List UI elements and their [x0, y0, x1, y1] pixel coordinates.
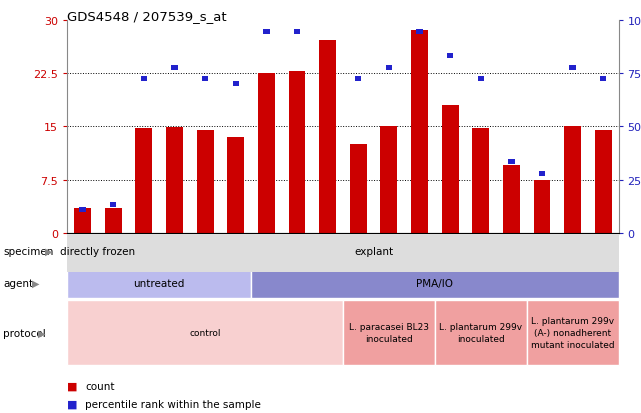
Bar	[503, 166, 520, 233]
Text: GDS4548 / 207539_s_at: GDS4548 / 207539_s_at	[67, 10, 227, 23]
Bar	[478, 77, 484, 82]
Bar	[600, 77, 606, 82]
Text: ■: ■	[67, 381, 78, 391]
Bar	[472, 128, 489, 233]
Bar	[233, 82, 239, 87]
Bar	[202, 77, 208, 82]
Text: L. plantarum 299v
inoculated: L. plantarum 299v inoculated	[439, 323, 522, 343]
Bar	[447, 54, 453, 59]
Text: directly frozen: directly frozen	[60, 247, 135, 256]
Text: count: count	[85, 381, 115, 391]
Text: explant: explant	[354, 247, 393, 256]
Bar	[258, 74, 275, 233]
Text: untreated: untreated	[133, 278, 185, 288]
Bar	[197, 131, 213, 233]
Bar	[319, 40, 336, 233]
Bar	[386, 66, 392, 71]
Bar	[140, 77, 147, 82]
Bar	[416, 30, 422, 35]
Text: ■: ■	[67, 399, 78, 409]
Bar	[508, 160, 515, 165]
Bar	[564, 127, 581, 233]
Text: agent: agent	[3, 278, 33, 288]
Bar	[263, 30, 270, 35]
Bar	[533, 180, 551, 233]
Text: specimen: specimen	[3, 247, 54, 256]
Bar	[539, 172, 545, 177]
Bar	[110, 202, 117, 207]
Bar	[228, 138, 244, 233]
Bar	[595, 131, 612, 233]
Text: percentile rank within the sample: percentile rank within the sample	[85, 399, 261, 409]
Bar	[355, 77, 362, 82]
Bar	[381, 127, 397, 233]
Bar	[411, 31, 428, 233]
Bar	[294, 30, 300, 35]
Bar	[135, 128, 153, 233]
Bar	[288, 72, 305, 233]
Text: control: control	[189, 328, 221, 337]
Text: ▶: ▶	[32, 278, 40, 288]
Text: L. plantarum 299v
(A-) nonadherent
mutant inoculated: L. plantarum 299v (A-) nonadherent mutan…	[531, 317, 615, 349]
Text: L. paracasei BL23
inoculated: L. paracasei BL23 inoculated	[349, 323, 429, 343]
Bar	[569, 66, 576, 71]
Text: protocol: protocol	[3, 328, 46, 338]
Bar	[166, 128, 183, 233]
Bar	[105, 209, 122, 233]
Bar	[442, 106, 458, 233]
Bar	[74, 209, 91, 233]
Text: PMA/IO: PMA/IO	[416, 278, 453, 288]
Bar	[324, 6, 331, 11]
Bar	[79, 207, 86, 212]
Bar	[171, 66, 178, 71]
Bar	[350, 145, 367, 233]
Text: ▶: ▶	[45, 247, 53, 256]
Text: ▶: ▶	[38, 328, 46, 338]
